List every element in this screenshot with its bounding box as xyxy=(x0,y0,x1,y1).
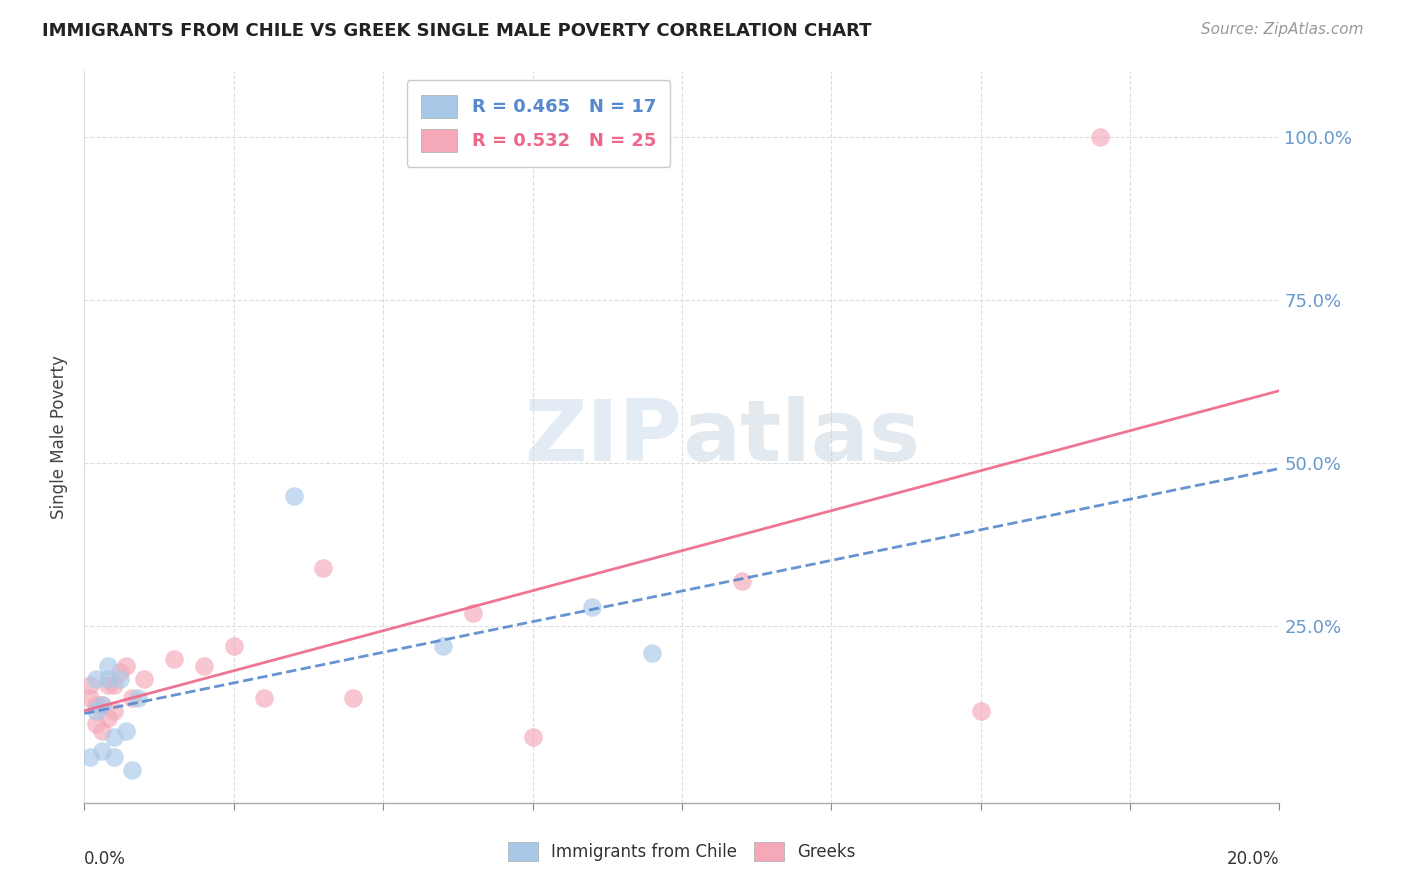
Point xyxy=(79,678,101,692)
Point xyxy=(79,750,101,764)
Point xyxy=(86,672,108,686)
Point xyxy=(115,723,138,738)
Point xyxy=(312,560,335,574)
Point xyxy=(342,691,364,706)
Point xyxy=(127,691,149,706)
Point xyxy=(970,705,993,719)
Point xyxy=(132,672,156,686)
Point xyxy=(432,639,454,653)
Point xyxy=(110,665,132,680)
Point xyxy=(731,574,754,588)
Point xyxy=(461,607,484,621)
Point xyxy=(1090,129,1112,144)
Point xyxy=(253,691,276,706)
Point xyxy=(641,646,664,660)
Point xyxy=(193,658,215,673)
Text: 0.0%: 0.0% xyxy=(84,850,127,868)
Point xyxy=(283,489,305,503)
Point xyxy=(103,678,125,692)
Point xyxy=(79,691,101,706)
Point xyxy=(97,672,120,686)
Point xyxy=(97,658,120,673)
Text: IMMIGRANTS FROM CHILE VS GREEK SINGLE MALE POVERTY CORRELATION CHART: IMMIGRANTS FROM CHILE VS GREEK SINGLE MA… xyxy=(42,22,872,40)
Point xyxy=(110,672,132,686)
Y-axis label: Single Male Poverty: Single Male Poverty xyxy=(51,355,69,519)
Text: Source: ZipAtlas.com: Source: ZipAtlas.com xyxy=(1201,22,1364,37)
Point xyxy=(121,763,143,777)
Point xyxy=(222,639,245,653)
Point xyxy=(91,723,114,738)
Point xyxy=(97,678,120,692)
Text: atlas: atlas xyxy=(682,395,920,479)
Text: ZIP: ZIP xyxy=(524,395,682,479)
Point xyxy=(121,691,143,706)
Point xyxy=(86,698,108,712)
Point xyxy=(103,750,125,764)
Legend: Immigrants from Chile, Greeks: Immigrants from Chile, Greeks xyxy=(502,835,862,868)
Point xyxy=(86,717,108,731)
Point xyxy=(97,711,120,725)
Point xyxy=(115,658,138,673)
Point xyxy=(103,731,125,745)
Point xyxy=(163,652,186,666)
Point xyxy=(581,599,603,614)
Point xyxy=(103,705,125,719)
Point xyxy=(91,743,114,757)
Text: 20.0%: 20.0% xyxy=(1227,850,1279,868)
Point xyxy=(86,705,108,719)
Point xyxy=(522,731,544,745)
Point xyxy=(91,698,114,712)
Point xyxy=(91,698,114,712)
